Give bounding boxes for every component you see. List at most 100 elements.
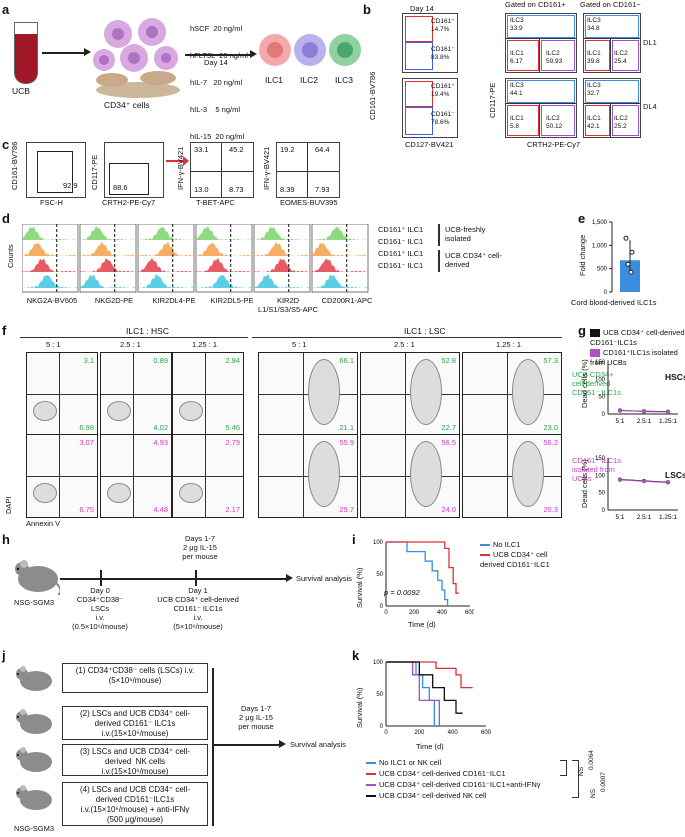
f-value-upper: 4.93 — [153, 438, 168, 447]
g-lsc-label: LSCs — [665, 470, 685, 480]
panel-letter-b: b — [363, 2, 371, 17]
surv-y-tick: 0 — [380, 604, 384, 610]
surv-y-tick: 0 — [380, 724, 384, 730]
mouse-icon — [15, 560, 60, 595]
f-value-upper: 56.2 — [543, 438, 558, 447]
f-population-contour — [410, 359, 442, 425]
d-marker-4: KIR2DL5-PE — [210, 296, 254, 305]
g-tick-label: 50 — [598, 491, 605, 497]
f-value-upper: 57.3 — [543, 356, 558, 365]
k-bracket-2 — [572, 760, 579, 798]
g-dead-cells-charts: 0 50 100 150 5:1 2.5:1 1.25:1 0 50 100 150 5:1 2.5:1… — [595, 360, 678, 521]
panel-letter-h: h — [2, 532, 10, 547]
g-tick-label: 100 — [595, 473, 606, 479]
panel-letter-d: d — [2, 211, 10, 226]
f-value-upper: 66.1 — [339, 356, 354, 365]
f-value-lower: 24.0 — [441, 505, 456, 514]
d-hist-curve — [254, 226, 310, 240]
d-hist-curve — [254, 258, 310, 272]
d-marker-1: NKG2A-BV605 — [26, 296, 78, 305]
arrowhead-icon — [250, 50, 257, 58]
d-hist-curve — [312, 226, 368, 240]
c-x-3: T-BET-APC — [196, 198, 235, 207]
k-stat-1: 0.0064 — [588, 750, 595, 770]
d-hist-curve — [22, 226, 78, 240]
f-value-lower: 23.0 — [543, 423, 558, 432]
surv-y-tick: 100 — [373, 540, 384, 546]
f-population-contour — [308, 359, 340, 425]
ilc-cells-icon — [259, 34, 361, 66]
panel-letter-f: f — [2, 323, 7, 338]
g-tick-label: 0 — [602, 412, 606, 418]
d-hist-curve — [196, 257, 252, 272]
b-y-axis-2: CD117-PE — [488, 82, 497, 118]
cd34-label: CD34⁺ cells — [104, 100, 150, 110]
f-ratio-lsc: 2.5 : 1 — [394, 340, 415, 349]
arrow-icon — [42, 52, 86, 54]
k-legend: No ILC1 or NK cell UCB CD34⁺ cell-derive… — [366, 757, 541, 801]
f-population-contour — [512, 359, 544, 425]
k-survival-chart: 0 50 100 0 200 400 600 — [373, 660, 492, 736]
f-row1-label: UCB CD34+ cell-derived CD161⁻ ILC1s — [572, 370, 621, 397]
g-x-tick: 1.25:1 — [659, 418, 677, 425]
f-row2-label: CD161⁺ ILC1s isolated from UCBs — [572, 456, 621, 483]
g-ylabel-2: Dead cells (%) — [580, 459, 589, 508]
b-plot-cd161-row2: CD161⁺ 19.4% CD161⁻ 78.6% — [402, 78, 458, 138]
surv-x-tick: 200 — [414, 730, 425, 736]
c-y-1: CD161-BV786 — [10, 141, 19, 190]
panel-letter-g: g — [578, 323, 586, 338]
e-xlabel: Cord blood-derived ILC1s — [571, 298, 657, 307]
e-point — [629, 249, 635, 255]
g-tick-label: 150 — [595, 360, 606, 366]
b-plot-pos-row2: ILC3 44.1 ILC1 5.8 ILC2 50.12 — [505, 78, 577, 138]
d-hist-curve — [138, 241, 194, 256]
f-value-lower: 4.48 — [153, 505, 168, 514]
f-ratio-lsc: 5 : 1 — [292, 340, 307, 349]
f-ratio-hsc: 1.25 : 1 — [192, 340, 218, 349]
b-gated-pos: Gated on CD161+ — [505, 0, 566, 9]
f-flow-plot: 52.8 22.7 — [360, 352, 460, 436]
panel-letter-c: c — [2, 137, 10, 152]
g-point — [642, 479, 646, 484]
g-x-tick: 5:1 — [615, 418, 624, 425]
ucb-label: UCB — [12, 86, 30, 96]
f-value-upper: 2.79 — [225, 438, 240, 447]
d-hist-curve — [80, 258, 136, 272]
ilc2-label: ILC2 — [300, 75, 318, 85]
e-bar — [620, 260, 640, 292]
c-plot-1: 92.9 — [26, 142, 86, 198]
f-value-upper: 3.1 — [83, 356, 94, 365]
i-legend: No ILC1 UCB CD34⁺ cell derived CD161⁻ILC… — [480, 540, 550, 569]
arrowhead-icon — [279, 740, 286, 748]
f-value-upper: 3.07 — [79, 438, 94, 447]
b-y-axis: CD161-BV786 — [368, 71, 377, 120]
ilc3-label: ILC3 — [335, 75, 353, 85]
d-hist-curve — [80, 242, 136, 256]
surv-x-tick: 0 — [384, 610, 388, 616]
f-population-contour — [410, 441, 442, 507]
surv-x-tick: 200 — [409, 610, 420, 616]
f-ratio-hsc: 5 : 1 — [46, 340, 61, 349]
e-bar-chart: 0 500 1,000 1,500 — [592, 220, 640, 296]
panel-letter-k: k — [352, 648, 360, 663]
f-value-upper: 56.5 — [441, 438, 456, 447]
d-marker-3: KIR2DL4-PE — [152, 296, 196, 305]
day14-label: Day 14 — [204, 58, 228, 67]
e-point — [623, 235, 629, 241]
d-hist-curve — [312, 258, 368, 272]
d-group-2: UCB CD34⁺ cell- derived — [445, 251, 502, 269]
h-top: Days 1-7 2 μg IL-15 per mouse — [182, 534, 218, 561]
d-marker-2: NKG2D-PE — [94, 296, 134, 305]
f-population-contour — [512, 441, 544, 507]
arrowhead-icon — [286, 574, 293, 582]
k-stat-4: NS — [590, 788, 597, 798]
b-gated-neg: Gated on CD161− — [580, 0, 641, 9]
b-plot-neg-row1: ILC3 34.8 ILC1 39.8 ILC2 25.4 — [583, 13, 641, 73]
d-hist-curve — [196, 275, 252, 288]
i-survival-chart: 0 50 100 0 200 400 600 — [373, 540, 474, 616]
f-population-contour — [179, 482, 203, 503]
mouse-icon — [16, 666, 52, 691]
g-x-tick: 2.5:1 — [637, 418, 652, 425]
arrowhead-icon — [183, 156, 189, 166]
g-tick-label: 150 — [595, 456, 606, 462]
